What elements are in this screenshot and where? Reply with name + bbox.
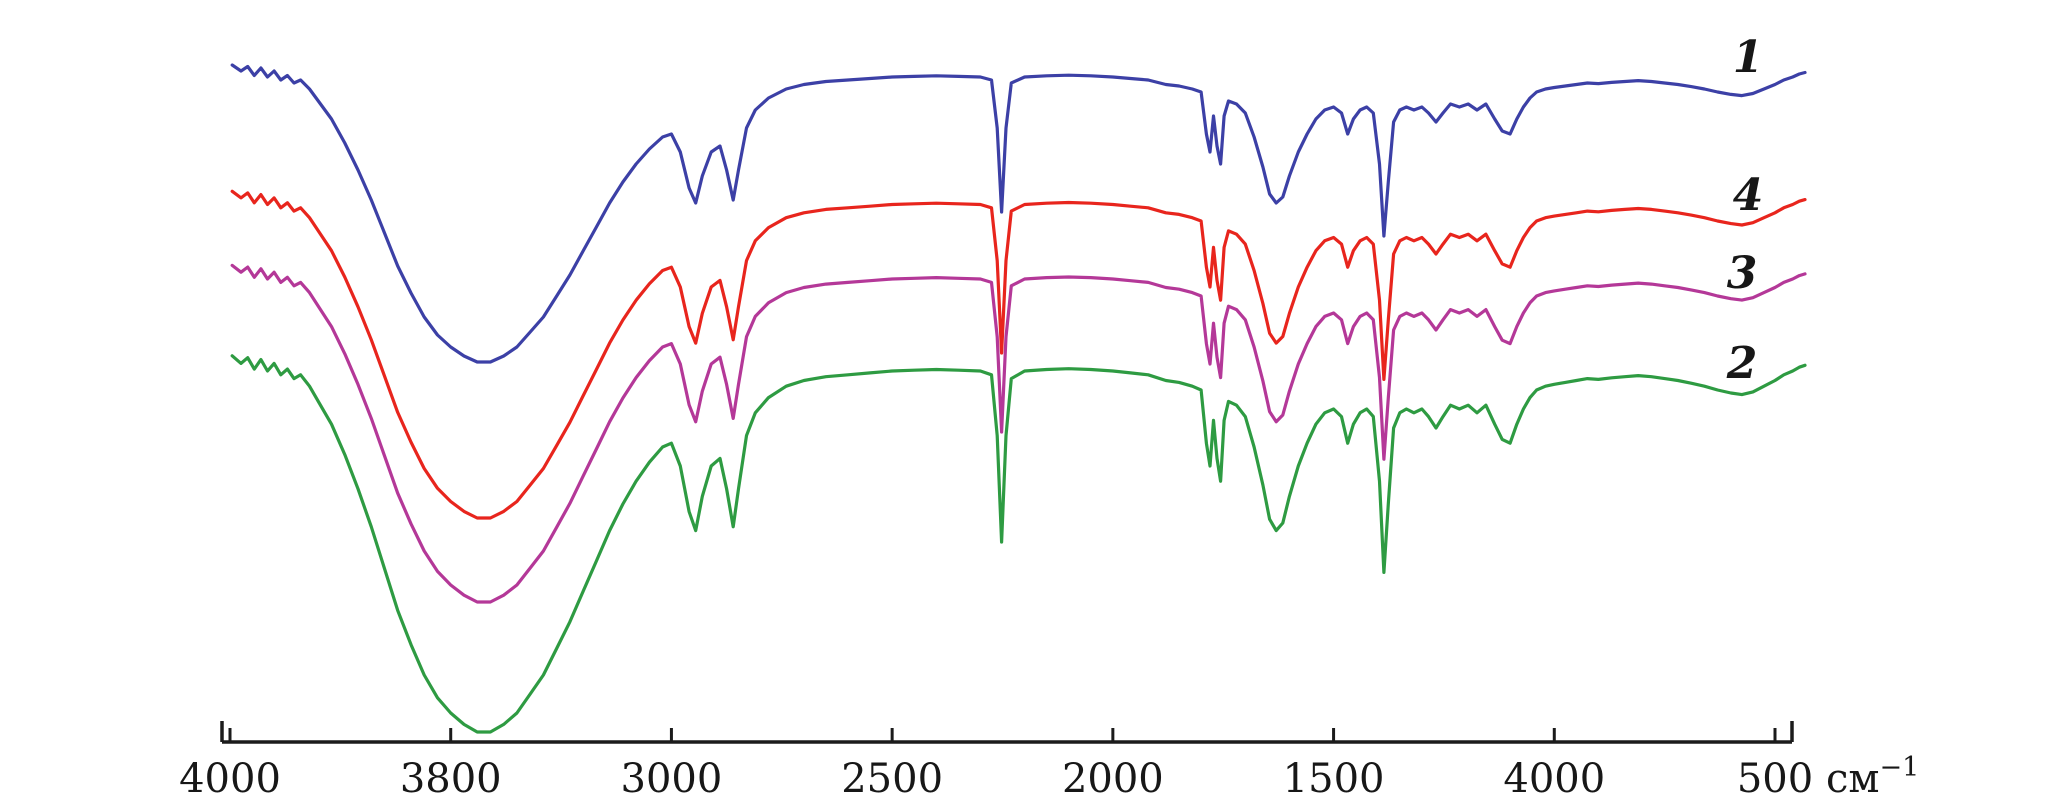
x-axis-unit: см−1 (1826, 752, 1919, 802)
spectrum-curve-1 (230, 63, 1807, 364)
x-tick-label: 4000 (179, 756, 281, 802)
x-axis-ticks (220, 721, 1794, 742)
x-tick-label: 3800 (400, 756, 502, 802)
curves-group (230, 63, 1807, 734)
x-tick-label: 3000 (621, 756, 723, 802)
x-axis-unit-superscript: −1 (1880, 752, 1920, 783)
curve-label-3: 3 (1727, 248, 1758, 299)
x-tick-label: 4000 (1503, 756, 1605, 802)
x-axis-unit-base: см (1826, 756, 1880, 802)
curve-label-4: 4 (1733, 170, 1764, 221)
spectrum-curve-2 (230, 354, 1807, 734)
x-tick-label: 1500 (1283, 756, 1385, 802)
x-axis-tick-labels: 4000 3800 3000 2500 2000 1500 4000 500 (179, 756, 1813, 802)
spectrum-curve-4 (230, 189, 1807, 520)
curve-label-2: 2 (1726, 338, 1758, 389)
curve-label-1: 1 (1733, 32, 1764, 83)
x-axis: 4000 3800 3000 2500 2000 1500 4000 500 см−1 (179, 721, 1919, 802)
x-tick-label: 500 (1737, 756, 1813, 802)
curve-labels-group: 1 4 3 2 (1726, 32, 1764, 389)
spectrum-curve-3 (230, 263, 1807, 604)
x-tick-label: 2500 (841, 756, 943, 802)
x-tick-label: 2000 (1062, 756, 1164, 802)
